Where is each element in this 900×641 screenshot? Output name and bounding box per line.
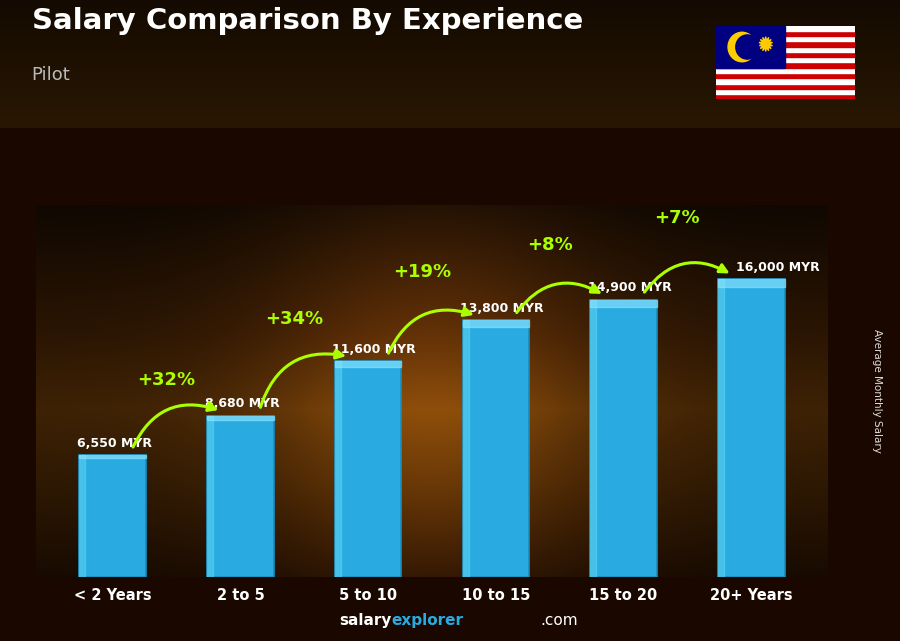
Text: explorer: explorer xyxy=(392,613,464,628)
Text: 6,550 MYR: 6,550 MYR xyxy=(76,437,152,449)
Bar xyxy=(716,68,855,73)
Text: 11,600 MYR: 11,600 MYR xyxy=(332,343,416,356)
Bar xyxy=(79,455,146,577)
Bar xyxy=(716,26,855,31)
Text: salary: salary xyxy=(339,613,392,628)
Circle shape xyxy=(728,32,756,62)
Bar xyxy=(79,455,146,458)
Polygon shape xyxy=(759,37,772,51)
Text: +34%: +34% xyxy=(265,310,323,328)
Bar xyxy=(716,57,855,62)
Text: .com: .com xyxy=(540,613,578,628)
Bar xyxy=(590,300,657,307)
Bar xyxy=(718,279,785,577)
Bar xyxy=(207,415,274,420)
Text: +32%: +32% xyxy=(137,371,195,389)
Text: Salary Comparison By Experience: Salary Comparison By Experience xyxy=(32,7,583,35)
Text: 8,680 MYR: 8,680 MYR xyxy=(204,397,279,410)
Bar xyxy=(716,31,855,36)
Bar xyxy=(463,320,529,577)
Text: +8%: +8% xyxy=(526,236,572,254)
Text: 16,000 MYR: 16,000 MYR xyxy=(736,261,820,274)
Text: 13,800 MYR: 13,800 MYR xyxy=(460,302,544,315)
Bar xyxy=(716,26,785,68)
Text: +7%: +7% xyxy=(654,209,700,227)
Bar xyxy=(207,415,274,577)
Bar xyxy=(590,300,597,577)
Bar xyxy=(716,83,855,89)
Bar xyxy=(716,78,855,83)
FancyArrowPatch shape xyxy=(389,308,471,353)
Bar xyxy=(716,94,855,99)
Bar xyxy=(207,415,213,577)
Circle shape xyxy=(736,35,759,59)
Bar xyxy=(716,42,855,47)
Text: Pilot: Pilot xyxy=(32,66,70,84)
FancyArrowPatch shape xyxy=(133,403,215,447)
Bar xyxy=(335,362,401,367)
Text: 14,900 MYR: 14,900 MYR xyxy=(588,281,671,294)
Bar xyxy=(716,36,855,42)
Bar xyxy=(716,52,855,57)
Text: +19%: +19% xyxy=(392,263,451,281)
Bar xyxy=(716,89,855,94)
Bar xyxy=(590,300,657,577)
Bar xyxy=(335,362,341,577)
FancyArrowPatch shape xyxy=(644,263,727,292)
Bar xyxy=(79,455,86,577)
Text: Average Monthly Salary: Average Monthly Salary xyxy=(872,329,883,453)
Bar xyxy=(335,362,401,577)
Bar xyxy=(718,279,785,287)
Bar xyxy=(463,320,469,577)
Bar xyxy=(716,73,855,78)
Bar xyxy=(463,320,529,327)
Bar xyxy=(716,62,855,68)
Bar xyxy=(718,279,724,577)
FancyArrowPatch shape xyxy=(260,351,343,407)
FancyArrowPatch shape xyxy=(517,283,599,313)
Bar xyxy=(716,47,855,52)
